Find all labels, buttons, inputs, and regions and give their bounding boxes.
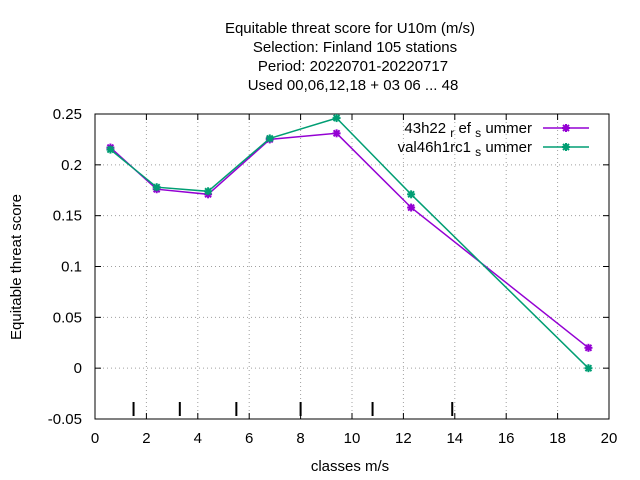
series-2-point xyxy=(204,187,213,196)
title-line-2: Selection: Finland 105 stations xyxy=(253,39,457,56)
series-lines xyxy=(106,114,593,373)
x-axis-label: classes m/s xyxy=(311,458,389,475)
axis-ticks: 0 2 4 6 8 10 12 14 16 18 20 -0.05 0 0.05 0.1 0.15 0.2 0.2… xyxy=(48,106,618,447)
legend-label-1: 43h22 r ef s ummer xyxy=(404,120,532,141)
series-1-point xyxy=(407,203,416,212)
x-tick-label: 18 xyxy=(549,430,566,447)
series-2-point xyxy=(407,190,416,199)
x-tick-label: 4 xyxy=(194,430,202,447)
series-2-point xyxy=(265,134,274,143)
y-tick-label: 0 xyxy=(74,360,82,377)
y-tick-label: 0.15 xyxy=(53,208,82,225)
y-tick-label: 0.05 xyxy=(53,309,82,326)
x-tick-label: 20 xyxy=(601,430,618,447)
x-tick-label: 8 xyxy=(296,430,304,447)
y-tick-label: 0.2 xyxy=(61,157,82,174)
series-2-point xyxy=(584,364,593,373)
legend-label-2: val46h1rc1 s ummer xyxy=(398,139,532,160)
series-2-point xyxy=(106,145,115,154)
y-tick-label: -0.05 xyxy=(48,411,82,428)
x-tick-label: 2 xyxy=(142,430,150,447)
x-tick-label: 10 xyxy=(344,430,361,447)
title-line-1: Equitable threat score for U10m (m/s) xyxy=(225,20,475,37)
series-2-point xyxy=(332,114,341,123)
legend-swatches xyxy=(543,124,589,151)
series-1-point xyxy=(332,129,341,138)
grid xyxy=(95,114,609,419)
y-tick-label: 0.1 xyxy=(61,259,82,276)
class-bound-markers xyxy=(132,402,454,416)
title-line-4: Used 00,06,12,18 + 03 06 ... 48 xyxy=(248,77,459,94)
legend: 43h22 r ef s ummer val46h1rc1 s ummer xyxy=(398,120,589,160)
x-tick-label: 6 xyxy=(245,430,253,447)
x-tick-label: 16 xyxy=(498,430,515,447)
series-1-point xyxy=(584,343,593,352)
y-tick-label: 0.25 xyxy=(53,106,82,123)
x-tick-label: 14 xyxy=(446,430,463,447)
x-tick-label: 0 xyxy=(91,430,99,447)
legend-marker-2 xyxy=(562,143,570,151)
chart-title: Equitable threat score for U10m (m/s) Se… xyxy=(225,20,475,94)
y-axis-label: Equitable threat score xyxy=(8,194,25,340)
x-tick-label: 12 xyxy=(395,430,412,447)
legend-marker-1 xyxy=(562,124,570,132)
series-2-point xyxy=(152,183,161,192)
title-line-3: Period: 20220701-20220717 xyxy=(258,58,448,75)
series-line-1 xyxy=(109,132,589,349)
